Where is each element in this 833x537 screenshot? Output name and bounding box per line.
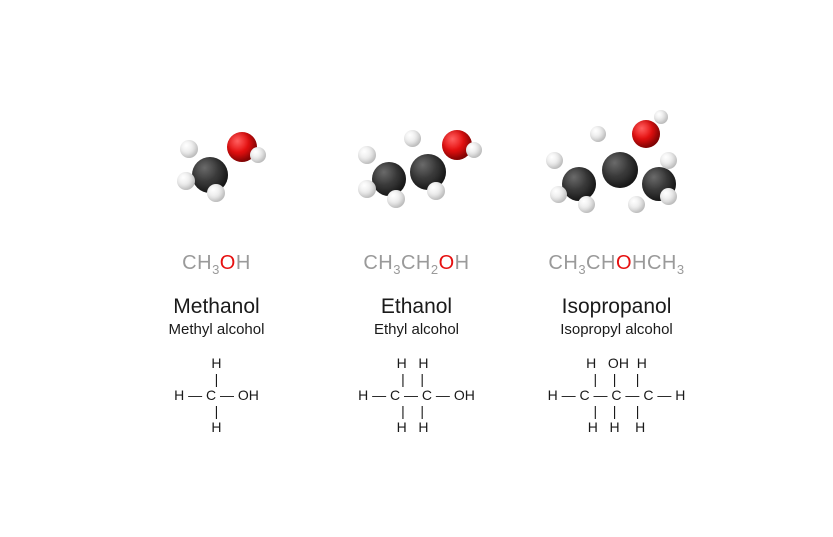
molecule-ethanol: CH3CH2OH Ethanol Ethyl alcohol H H | | H —… — [332, 102, 502, 436]
atom-c — [602, 152, 638, 188]
isopropanol-structural-formula: H OH H | | | H — C — C — C — H | | | H H… — [548, 356, 686, 436]
atom-h — [358, 180, 376, 198]
atom-o — [632, 120, 660, 148]
molecule-isopropanol: CH3CHOHCH3 Isopropanol Isopropyl alcohol H… — [532, 102, 702, 436]
ethanol-3d-model — [332, 102, 502, 232]
atom-h — [628, 196, 645, 213]
atom-h — [250, 147, 266, 163]
atom-h — [660, 152, 677, 169]
atom-c — [562, 167, 596, 201]
ethanol-formula: CH3CH2OH — [363, 252, 469, 277]
ethanol-subname: Ethyl alcohol — [374, 321, 459, 338]
ethanol-name: Ethanol — [381, 295, 452, 319]
methanol-name: Methanol — [173, 295, 259, 319]
atom-h — [660, 188, 677, 205]
isopropanol-3d-model — [532, 102, 702, 232]
ethanol-structural-formula: H H | | H — C — C — OH | | H H — [358, 356, 475, 436]
methanol-formula: CH3OH — [182, 252, 251, 277]
atom-h — [358, 146, 376, 164]
methanol-structural-formula: H | H — C — OH | H — [174, 356, 259, 436]
atom-h — [590, 126, 606, 142]
isopropanol-name: Isopropanol — [562, 295, 672, 319]
isopropanol-subname: Isopropyl alcohol — [560, 321, 673, 338]
atom-h — [180, 140, 198, 158]
atom-h — [466, 142, 482, 158]
atom-h — [387, 190, 405, 208]
atom-h — [550, 186, 567, 203]
atom-h — [427, 182, 445, 200]
isopropanol-formula: CH3CHOHCH3 — [548, 252, 684, 277]
molecule-methanol: CH3OH Methanol Methyl alcohol H | H — C — … — [132, 102, 302, 436]
atom-h — [578, 196, 595, 213]
methanol-3d-model — [132, 102, 302, 232]
atom-h — [177, 172, 195, 190]
atom-h — [654, 110, 668, 124]
atom-h — [404, 130, 421, 147]
atom-h — [546, 152, 563, 169]
molecule-comparison: CH3OH Methanol Methyl alcohol H | H — C — … — [132, 102, 702, 436]
atom-h — [207, 184, 225, 202]
methanol-subname: Methyl alcohol — [169, 321, 265, 338]
